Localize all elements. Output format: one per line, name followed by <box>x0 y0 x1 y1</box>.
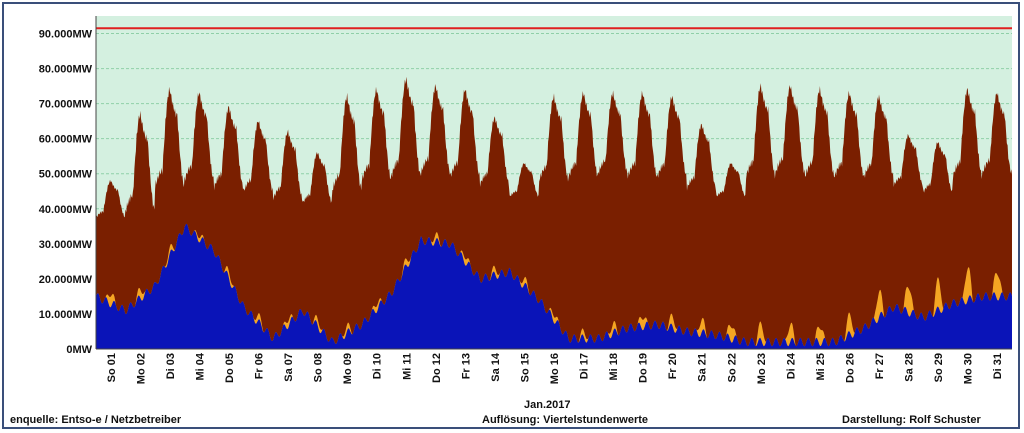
resolution-label: Auflösung: Viertelstundenwerte <box>482 414 649 426</box>
x-tick-label: Mi 04 <box>194 352 206 380</box>
x-tick-label: Fr 13 <box>460 353 472 379</box>
y-tick-label: 20.000MW <box>39 274 93 286</box>
y-tick-label: 10.000MW <box>39 309 93 321</box>
x-tick-label: Sa 28 <box>904 353 916 382</box>
x-tick-label: Fr 06 <box>254 353 266 379</box>
x-tick-label: So 15 <box>519 353 531 382</box>
plot-area <box>95 16 1012 350</box>
load-area <box>96 76 1012 349</box>
x-tick-label: Sa 07 <box>283 353 295 382</box>
x-tick-label: Do 12 <box>431 353 443 383</box>
x-tick-label: Sa 21 <box>697 353 709 382</box>
y-tick-label: 30.000MW <box>39 239 93 251</box>
x-tick-label: Fr 27 <box>874 353 886 379</box>
y-tick-label: 60.000MW <box>39 134 93 146</box>
x-tick-label: Do 19 <box>638 353 650 383</box>
x-tick-label: Di 03 <box>165 353 177 379</box>
x-tick-label: Di 17 <box>579 353 591 379</box>
source-label: enquelle: Entso-e / Netzbetreiber <box>10 414 182 426</box>
x-tick-label: Di 24 <box>785 352 797 379</box>
x-tick-label: Mo 23 <box>756 353 768 384</box>
x-tick-label: Mi 18 <box>608 353 620 381</box>
x-tick-label: Mo 09 <box>342 353 354 384</box>
x-tick-label: Mo 02 <box>135 353 147 384</box>
author-label: Darstellung: Rolf Schuster <box>842 414 981 426</box>
x-tick-label: Sa 14 <box>490 352 502 382</box>
x-tick-label: Mo 16 <box>549 353 561 384</box>
x-tick-label: Di 10 <box>372 353 384 379</box>
x-tick-label: So 22 <box>726 353 738 382</box>
x-tick-label: Fr 20 <box>667 353 679 379</box>
x-tick-label: So 29 <box>933 353 945 382</box>
chart: 0MW 10.000MW 20.000MW 30.000MW 40.000MW 50.00… <box>39 16 1012 384</box>
wind-area <box>96 223 1012 349</box>
y-tick-label: 90.000MW <box>39 29 93 41</box>
x-tick-label: So 08 <box>313 353 325 382</box>
x-tick-label: So 01 <box>106 353 118 382</box>
y-tick-label: 40.000MW <box>39 204 93 216</box>
x-tick-label: Di 31 <box>992 353 1004 379</box>
x-tick-label: Do 05 <box>224 353 236 383</box>
x-tick-label: Mi 11 <box>401 353 413 380</box>
x-tick-label: Mi 25 <box>815 353 827 381</box>
x-axis-title: Jan.2017 <box>524 399 571 411</box>
x-tick-label: Mo 30 <box>963 353 975 384</box>
y-tick-label: 0MW <box>66 344 92 356</box>
y-tick-label: 70.000MW <box>39 99 93 111</box>
x-axis: So 01 Mo 02 Di 03 Mi 04 Do 05 Fr 06 Sa 07 So 08… <box>106 352 1004 384</box>
x-tick-label: Do 26 <box>844 353 856 383</box>
y-axis: 0MW 10.000MW 20.000MW 30.000MW 40.000MW 50.00… <box>39 29 93 356</box>
y-tick-label: 50.000MW <box>39 169 93 181</box>
y-tick-label: 80.000MW <box>39 64 93 76</box>
